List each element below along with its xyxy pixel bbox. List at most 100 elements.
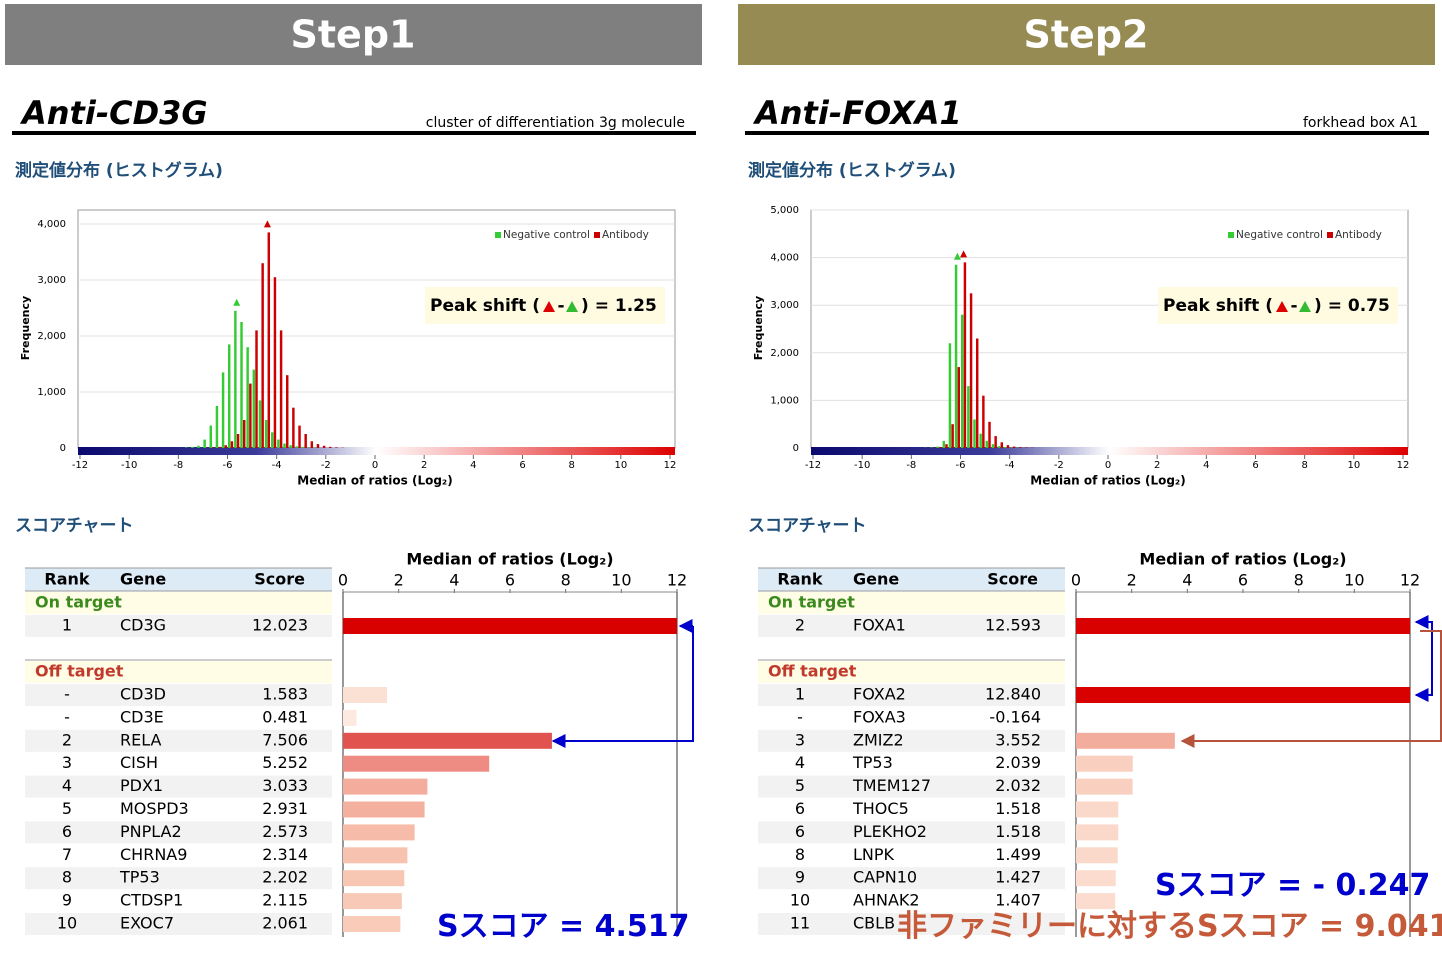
row-bg xyxy=(758,913,1065,935)
rank: 6 xyxy=(795,822,805,841)
table-header: Score xyxy=(254,570,305,589)
annotation-marker xyxy=(566,301,578,312)
y-tick-label: 1,000 xyxy=(770,395,799,406)
x-tick-label: 4 xyxy=(449,571,459,590)
rank: 3 xyxy=(795,730,805,749)
x-tick-label: 12 xyxy=(667,571,687,590)
chart-title: Median of ratios (Log₂) xyxy=(1139,550,1346,569)
s-score-label: Sスコア = xyxy=(1155,868,1313,903)
histogram-bar xyxy=(991,444,995,448)
score: 1.427 xyxy=(995,868,1041,887)
histogram-bar xyxy=(258,400,262,448)
histogram-bar xyxy=(997,446,1001,448)
x-tick-label: 12 xyxy=(664,460,677,471)
table-header-bg xyxy=(25,568,332,591)
section-heading: スコアチャート xyxy=(748,516,867,536)
color-bar xyxy=(78,447,675,455)
x-tick-label: 8 xyxy=(1294,571,1304,590)
score: 1.499 xyxy=(995,845,1041,864)
antibody-title: Anti-FOXA1 xyxy=(752,94,962,132)
x-tick-label: 2 xyxy=(1154,460,1160,471)
legend-label: Antibody xyxy=(1335,229,1382,241)
histogram-bar xyxy=(975,338,979,448)
y-tick-label: 1,000 xyxy=(37,387,66,398)
x-axis-label: Median of ratios (Log₂) xyxy=(297,474,452,488)
score-bar xyxy=(343,870,405,887)
section-bg xyxy=(25,592,332,614)
x-tick-label: 12 xyxy=(1400,571,1420,590)
histogram-bar xyxy=(227,344,231,448)
rank: 11 xyxy=(790,914,810,933)
histogram-bar xyxy=(1019,447,1022,448)
gene: FOXA1 xyxy=(853,616,906,635)
section-label: Off target xyxy=(768,662,857,681)
histogram-bar xyxy=(273,277,277,448)
histogram-bar xyxy=(963,262,967,448)
annotation-suffix: ) = xyxy=(581,296,615,316)
histogram-bar xyxy=(203,439,206,448)
rank: - xyxy=(797,707,803,726)
row-bg xyxy=(25,684,332,706)
rank: 7 xyxy=(62,845,72,864)
rank: 8 xyxy=(62,868,72,887)
score: 1.407 xyxy=(995,891,1041,910)
row-bg xyxy=(758,775,1065,798)
x-tick-label: -8 xyxy=(906,460,916,471)
histogram-bar xyxy=(261,263,264,448)
annotation-box xyxy=(425,287,665,324)
histogram-bar xyxy=(252,369,256,448)
section-heading: スコアチャート xyxy=(15,516,134,536)
annotation-marker xyxy=(543,301,555,312)
gene: CD3E xyxy=(120,707,164,726)
score: 1.583 xyxy=(262,685,308,704)
histogram-bar xyxy=(988,421,991,448)
x-tick-label: 0 xyxy=(1105,460,1111,471)
histogram-bar xyxy=(224,445,228,448)
gene: TP53 xyxy=(852,753,893,772)
histogram-bar xyxy=(221,372,225,448)
x-tick-label: -4 xyxy=(1005,460,1015,471)
score-bar xyxy=(1076,893,1116,910)
y-tick-label: 2,000 xyxy=(37,331,66,342)
histogram-bar xyxy=(264,420,268,448)
table-header: Rank xyxy=(777,570,823,589)
annotation-prefix: Peak shift ( xyxy=(1163,296,1273,316)
score: 12.593 xyxy=(985,616,1041,635)
gene-description: cluster of differentiation 3g molecule xyxy=(426,115,685,131)
rank: 9 xyxy=(795,868,805,887)
histogram-bar xyxy=(283,443,286,448)
rank: 5 xyxy=(62,799,72,818)
y-axis-label: Frequency xyxy=(19,296,32,360)
score-bar xyxy=(343,916,401,932)
gene: LNPK xyxy=(853,845,895,864)
histogram-bar xyxy=(271,432,274,448)
histogram-bar xyxy=(967,386,970,448)
x-tick-label: 8 xyxy=(1301,460,1307,471)
section-bg xyxy=(758,592,1065,614)
x-tick-label: -6 xyxy=(956,460,966,471)
histogram-bar xyxy=(279,330,283,448)
score: 1.518 xyxy=(995,822,1041,841)
x-tick-label: 10 xyxy=(1344,571,1364,590)
y-tick-label: 0 xyxy=(60,443,66,454)
x-tick-label: -6 xyxy=(223,460,233,471)
score-bar xyxy=(343,732,552,749)
histogram-bar xyxy=(969,293,973,448)
s-score: 非ファミリーに対するSスコア = 9.041 xyxy=(897,909,1442,944)
rank: 1 xyxy=(795,685,805,704)
arrow xyxy=(551,626,694,748)
rank: 4 xyxy=(62,776,72,795)
rank: - xyxy=(64,707,70,726)
histogram-bar xyxy=(985,440,989,448)
gene: CD3D xyxy=(120,685,166,704)
annotation-separator: - xyxy=(557,296,564,316)
histogram-bar xyxy=(289,445,292,448)
color-bar xyxy=(811,447,1408,455)
histogram-bar xyxy=(184,447,188,448)
y-tick-label: 4,000 xyxy=(37,219,66,230)
rank: 10 xyxy=(57,914,77,933)
peak-marker xyxy=(233,298,241,306)
x-tick-label: 0 xyxy=(372,460,378,471)
score: 2.115 xyxy=(262,891,308,910)
